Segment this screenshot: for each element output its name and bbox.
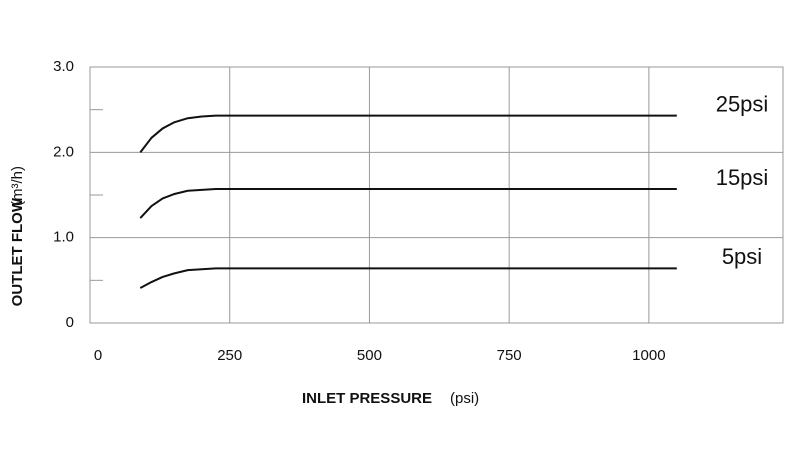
- y-tick-label: 0: [66, 314, 74, 331]
- series-line: [139, 188, 677, 219]
- plot-frame: [89, 66, 784, 324]
- series-label: 5psi: [722, 244, 762, 269]
- x-tick-label: 0: [94, 347, 102, 364]
- y-tick-label: 1.0: [53, 229, 74, 246]
- y-axis-title: OUTLET FLOW: [9, 197, 26, 306]
- x-tick-label: 250: [217, 347, 242, 364]
- y-tick-label: 3.0: [53, 58, 74, 75]
- y-tick-label: 2.0: [53, 143, 74, 160]
- y-axis-unit: (m³/h): [9, 166, 26, 206]
- series-line: [139, 114, 677, 153]
- x-tick-label: 1000: [632, 347, 665, 364]
- x-tick-label: 500: [357, 347, 382, 364]
- series-label: 25psi: [716, 91, 769, 116]
- x-axis-unit: (psi): [450, 390, 479, 407]
- x-tick-label: 750: [497, 347, 522, 364]
- series-label: 15psi: [716, 165, 769, 190]
- x-axis-title: INLET PRESSURE: [302, 390, 432, 407]
- series-line: [139, 267, 677, 289]
